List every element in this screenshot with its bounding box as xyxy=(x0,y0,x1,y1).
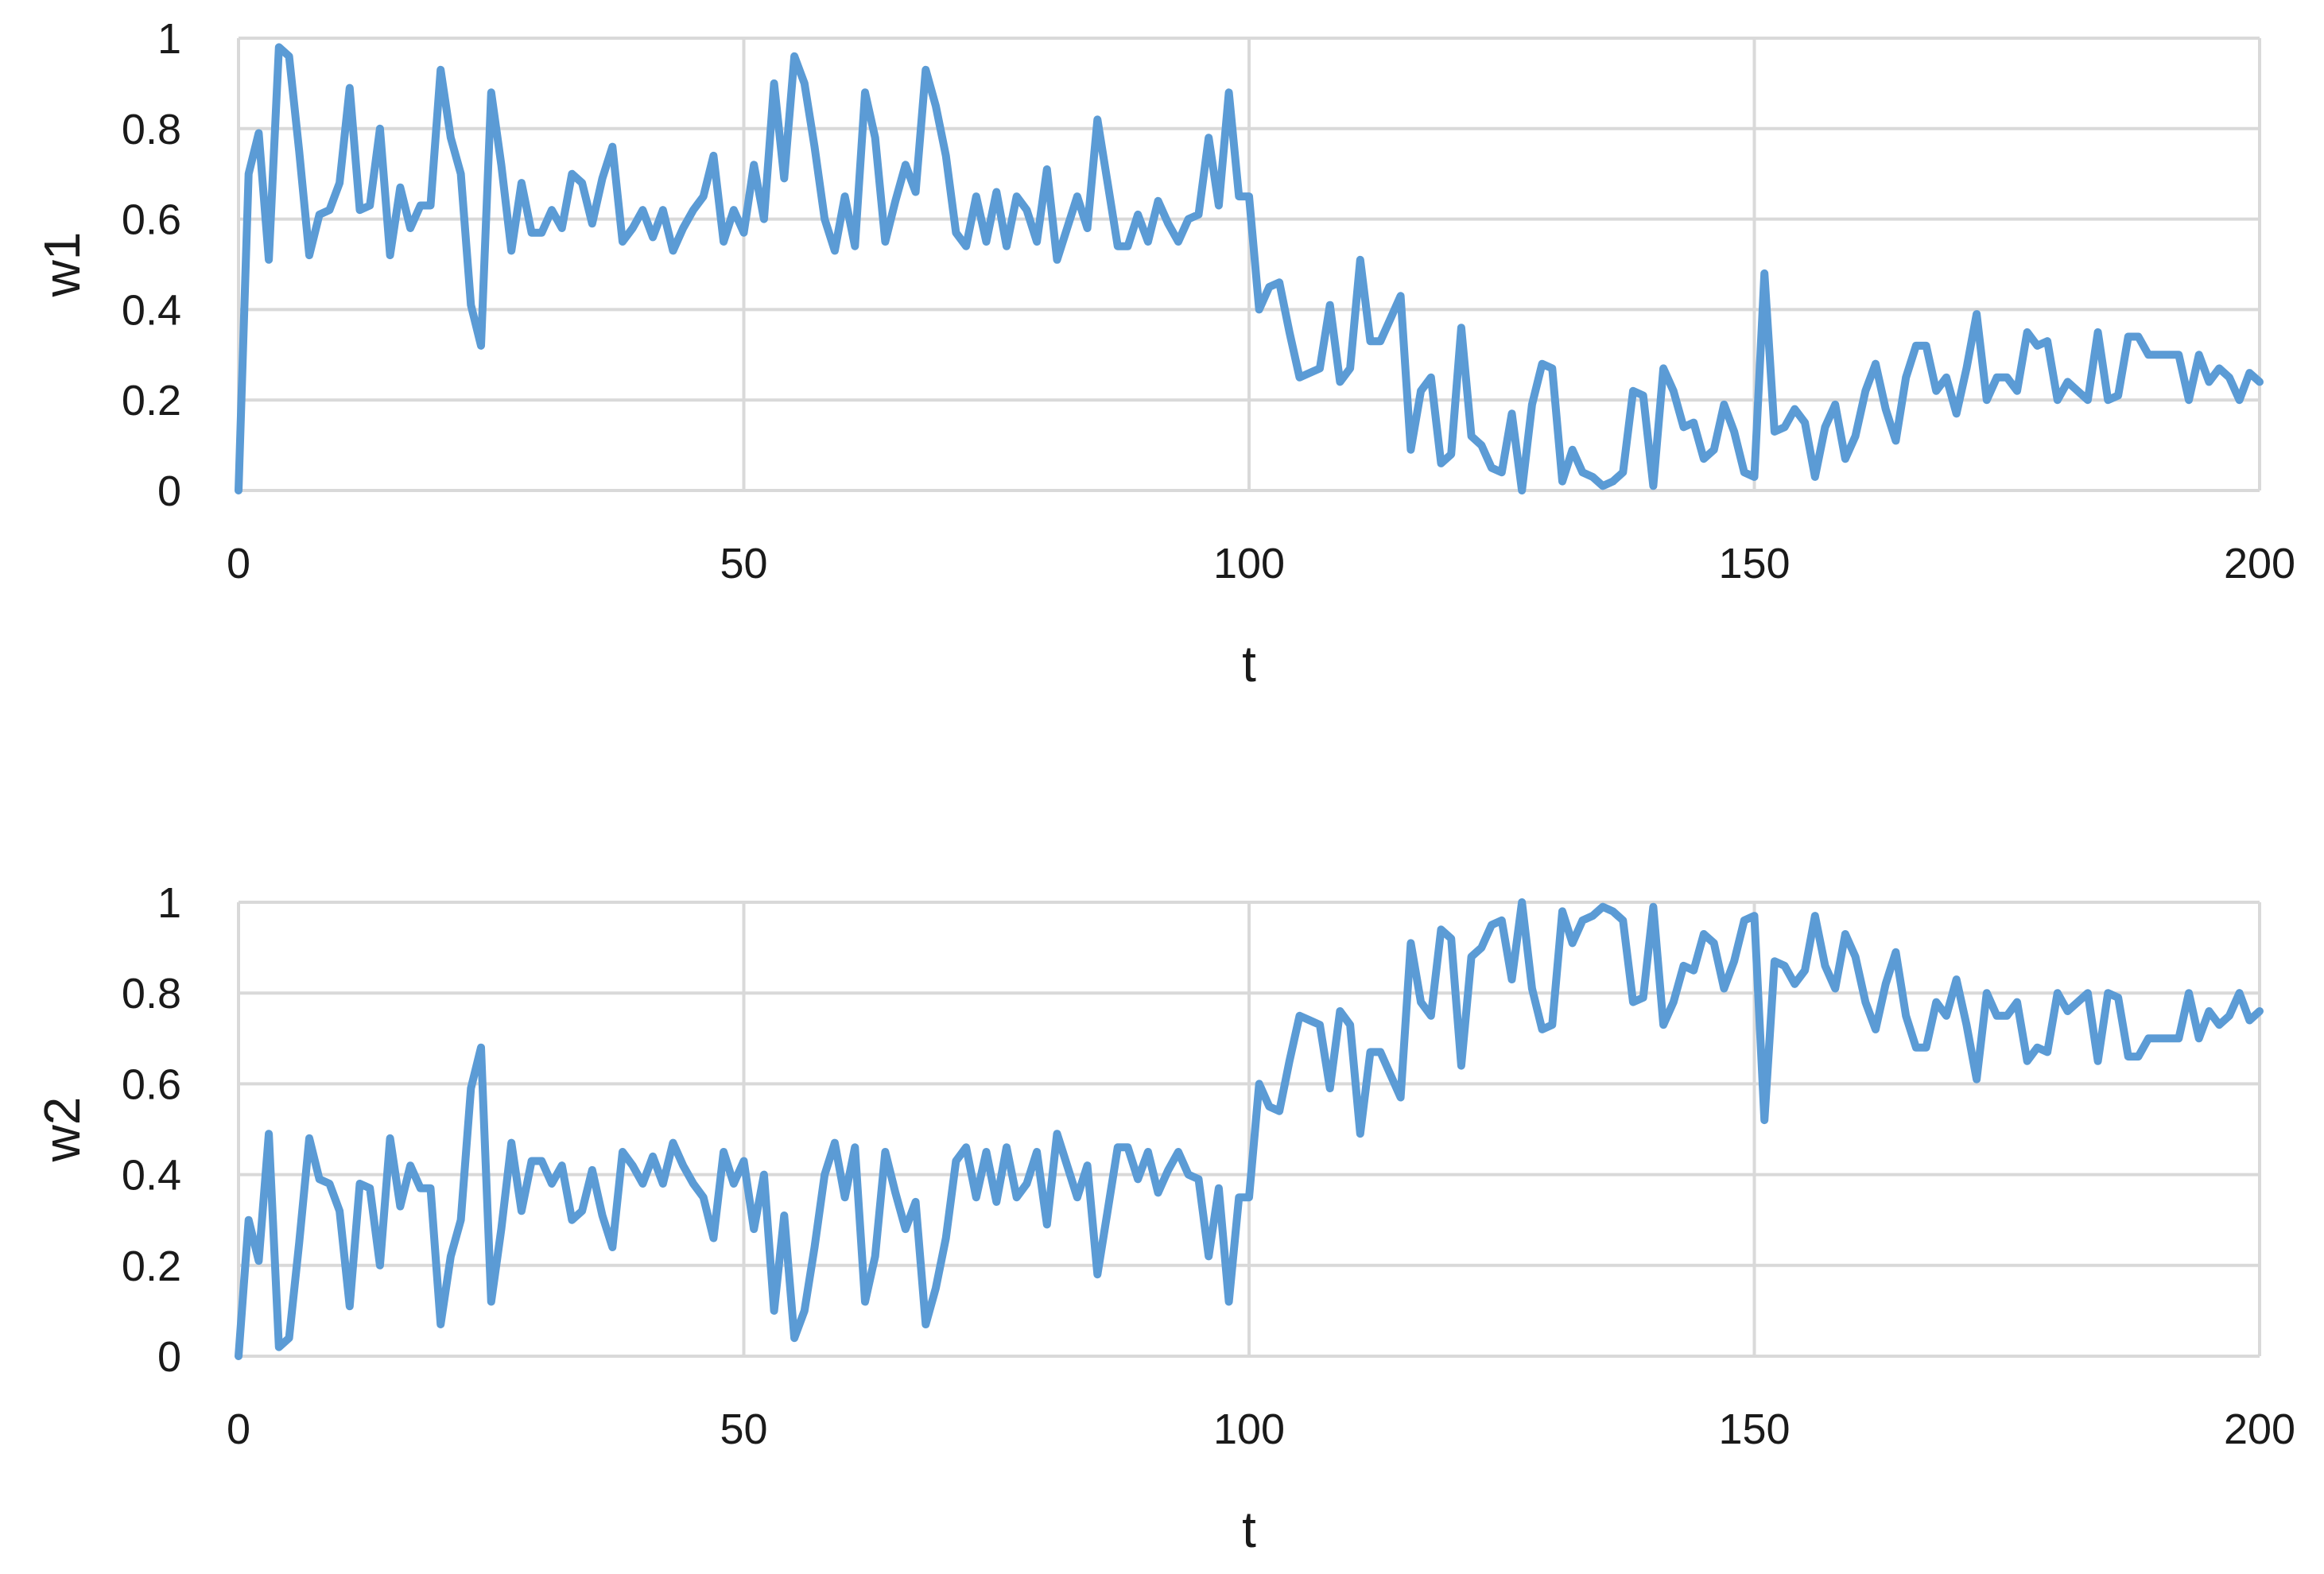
chart-w1: 0 0.2 0.4 0.6 0.8 1 0 50 100 150 200 t w1 xyxy=(33,15,2295,692)
y-tick-label: 1 xyxy=(157,15,181,63)
x-axis-title: t xyxy=(1242,635,1256,692)
series-lines xyxy=(235,898,2264,1360)
y-tick-label: 0 xyxy=(157,467,181,515)
x-tick-label: 0 xyxy=(227,540,250,587)
y-tick-label: 0.2 xyxy=(122,1243,181,1290)
series-line xyxy=(235,43,2264,494)
x-tick-label: 100 xyxy=(1213,540,1285,587)
chart-w2: 0 0.2 0.4 0.6 0.8 1 0 50 100 150 200 t w2 xyxy=(33,879,2295,1558)
y-tick-label: 0 xyxy=(157,1333,181,1381)
x-tick-label: 100 xyxy=(1213,1405,1285,1453)
y-axis-ticks: 0 0.2 0.4 0.6 0.8 1 xyxy=(122,15,181,515)
x-tick-label: 50 xyxy=(720,1405,767,1453)
x-tick-label: 150 xyxy=(1718,1405,1790,1453)
y-tick-label: 0.8 xyxy=(122,106,181,153)
y-axis-title: w2 xyxy=(33,1097,91,1163)
y-tick-label: 0.2 xyxy=(122,377,181,425)
x-axis-title: t xyxy=(1242,1501,1256,1558)
y-tick-label: 0.6 xyxy=(122,1060,181,1108)
x-tick-label: 150 xyxy=(1718,540,1790,587)
gridlines xyxy=(237,901,2261,1358)
x-axis-ticks: 0 50 100 150 200 xyxy=(227,1405,2295,1453)
x-axis-ticks: 0 50 100 150 200 xyxy=(227,540,2295,587)
x-tick-label: 50 xyxy=(720,540,767,587)
y-tick-label: 1 xyxy=(157,879,181,927)
series-lines xyxy=(235,43,2264,494)
y-tick-label: 0.8 xyxy=(122,970,181,1018)
y-axis-title: w1 xyxy=(33,232,91,298)
y-tick-label: 0.4 xyxy=(122,286,181,334)
y-axis-ticks: 0 0.2 0.4 0.6 0.8 1 xyxy=(122,879,181,1381)
gridlines xyxy=(237,37,2261,492)
x-tick-label: 0 xyxy=(227,1405,250,1453)
x-tick-label: 200 xyxy=(2224,1405,2295,1453)
series-line xyxy=(235,898,2264,1360)
x-tick-label: 200 xyxy=(2224,540,2295,587)
y-tick-label: 0.4 xyxy=(122,1152,181,1200)
y-tick-label: 0.6 xyxy=(122,196,181,244)
